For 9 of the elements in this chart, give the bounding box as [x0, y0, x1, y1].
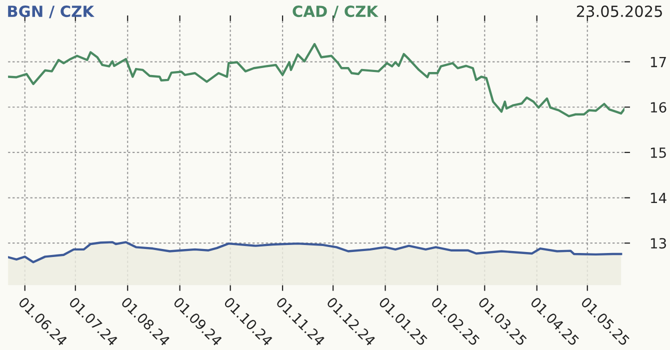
- y-tick-label: 13: [650, 238, 666, 249]
- y-tick-label: 17: [650, 56, 666, 68]
- y-tick-label: 15: [650, 148, 666, 158]
- text: BGN / CZK: [8, 6, 94, 18]
- y-tick-label: 16: [650, 102, 666, 113]
- line-series: [8, 43, 624, 118]
- text: CAD / CZK: [292, 6, 378, 18]
- text: 23.05.2025: [576, 6, 662, 18]
- y-tick-label: 14: [650, 192, 666, 204]
